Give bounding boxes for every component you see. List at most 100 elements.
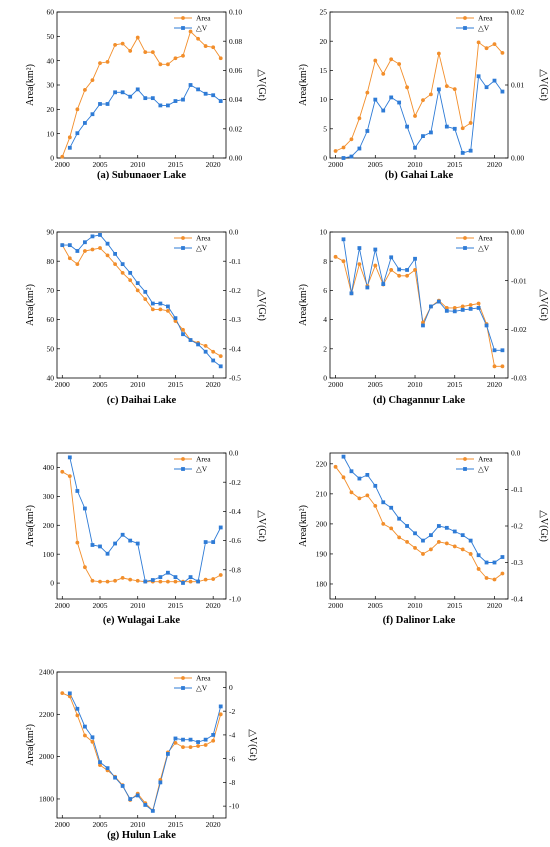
dv-point: [67, 455, 72, 460]
y-left-tick-label: 200: [43, 521, 55, 530]
dv-point: [444, 308, 449, 313]
area-point: [373, 58, 378, 63]
legend-marker-area: [463, 236, 467, 240]
y-left-tick-label: 220: [316, 459, 328, 468]
area-point: [83, 733, 87, 738]
area-point: [105, 253, 110, 258]
y-left-tick-label: 210: [316, 489, 328, 498]
area-point: [421, 98, 425, 103]
x-tick-label: 2020: [206, 820, 221, 829]
dv-point: [105, 102, 110, 106]
y-right-tick-label: -8: [229, 778, 235, 787]
dv-point: [135, 793, 140, 798]
area-point: [211, 349, 216, 354]
dv-point: [83, 506, 87, 511]
area-point: [476, 567, 481, 571]
area-point: [357, 262, 362, 267]
y-right-tick-label: 0.01: [511, 81, 524, 90]
area-point: [90, 247, 95, 252]
legend-marker-dv: [181, 26, 185, 30]
dv-point: [113, 252, 117, 256]
y-left-tick-label: 2000: [39, 752, 54, 761]
x-tick-label: 2010: [130, 820, 145, 829]
y-left-axis-label: Area(km²): [298, 505, 309, 547]
x-tick-label: 2020: [487, 160, 502, 169]
area-point: [150, 307, 155, 312]
area-point: [60, 154, 65, 159]
legend-marker-area: [181, 676, 185, 680]
y-left-tick-label: 0: [50, 579, 54, 588]
area-point: [421, 320, 425, 325]
legend-label-dv: △V: [196, 244, 208, 253]
series-line-area: [61, 30, 222, 157]
y-right-tick-label: -0.02: [511, 325, 527, 334]
y-left-tick-label: 10: [47, 129, 55, 138]
y-right-tick-label: 0: [229, 683, 233, 692]
y-left-tick-label: 300: [43, 492, 55, 501]
y-right-tick-label: -6: [229, 754, 235, 763]
dv-point: [83, 240, 87, 245]
dv-point: [203, 540, 208, 544]
area-point: [218, 573, 223, 577]
area-point: [476, 40, 481, 45]
y-left-tick-label: 25: [320, 8, 328, 17]
dv-point: [75, 706, 80, 711]
dv-point: [150, 96, 155, 101]
dv-point: [90, 735, 95, 740]
x-tick-label: 2020: [487, 601, 502, 610]
area-point: [60, 691, 65, 696]
dv-point: [389, 255, 394, 260]
area-point: [357, 116, 362, 121]
chart-caption: (a) Subunaoer Lake: [97, 170, 186, 181]
dv-point: [421, 134, 425, 138]
area-point: [203, 743, 208, 747]
area-point: [468, 552, 473, 556]
area-point: [83, 87, 87, 92]
area-point: [211, 738, 216, 743]
area-point: [357, 496, 362, 501]
dv-point: [389, 95, 394, 100]
area-point: [128, 577, 133, 582]
area-point: [468, 303, 473, 307]
dv-point: [405, 268, 409, 272]
area-point: [166, 62, 170, 67]
legend-marker-dv: [181, 246, 185, 250]
area-point: [166, 308, 170, 313]
dv-point: [188, 575, 193, 579]
y-right-tick-label: -0.1: [229, 257, 241, 266]
y-right-tick-label: 0.0: [229, 228, 239, 237]
y-left-tick-label: 400: [43, 463, 55, 472]
area-point: [128, 49, 133, 53]
area-point: [158, 579, 163, 584]
x-tick-label: 2020: [206, 380, 221, 389]
dv-point: [196, 740, 200, 744]
area-point: [413, 546, 417, 550]
dv-point: [181, 332, 185, 337]
x-tick-label: 2015: [168, 160, 183, 169]
area-point: [333, 149, 338, 153]
y-left-tick-label: 200: [316, 519, 328, 528]
area-point: [120, 270, 125, 275]
area-point: [413, 114, 417, 118]
area-point: [333, 464, 338, 469]
y-right-tick-label: 0.02: [229, 124, 242, 133]
x-tick-label: 2000: [328, 160, 343, 169]
area-point: [381, 72, 386, 76]
dv-point: [341, 156, 346, 160]
dv-point: [98, 760, 102, 765]
legend-label-area: Area: [196, 455, 211, 464]
legend-marker-area: [463, 16, 467, 20]
area-point: [67, 256, 72, 261]
dv-point: [173, 316, 178, 321]
y-right-tick-label: 0.00: [229, 154, 242, 163]
dv-point: [484, 560, 489, 565]
dv-point: [500, 555, 505, 559]
area-point: [397, 535, 402, 540]
area-point: [166, 579, 170, 584]
y-left-tick-label: 190: [316, 550, 328, 559]
area-point: [203, 44, 208, 48]
dv-point: [436, 299, 441, 304]
area-point: [452, 544, 457, 549]
legend-label-dv: △V: [478, 244, 490, 253]
x-tick-label: 2000: [55, 380, 70, 389]
